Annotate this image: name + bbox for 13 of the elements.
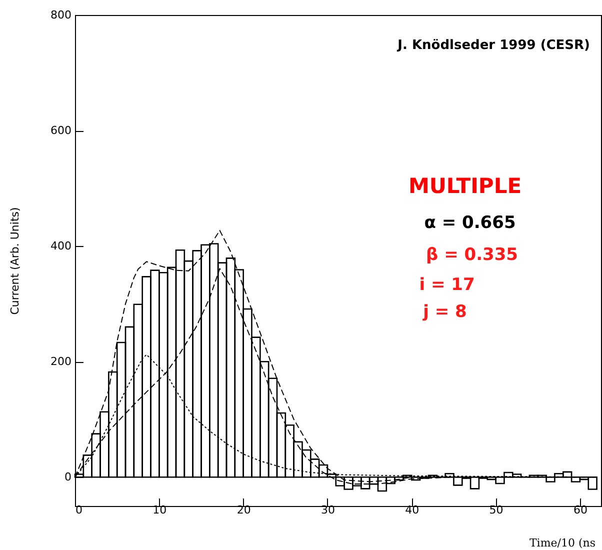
annotation: j = 8 (422, 302, 467, 322)
annotation: α = 0.665 (424, 213, 516, 233)
y-tick-label: 0 (64, 470, 72, 484)
y-tick-label: 400 (50, 240, 72, 253)
y-tick-label: 200 (50, 355, 72, 368)
annotation: β = 0.335 (426, 245, 518, 265)
annotation: J. Knödlseder 1999 (CESR) (396, 38, 590, 53)
x-axis-title: Time/10 (ns (529, 536, 596, 550)
y-tick-label: 800 (50, 8, 72, 22)
annotation: i = 17 (419, 275, 475, 295)
annotation: MULTIPLE (408, 174, 522, 198)
y-tick-label: 600 (50, 124, 72, 138)
y-axis-title: Current (Arb. Units) (8, 207, 22, 315)
